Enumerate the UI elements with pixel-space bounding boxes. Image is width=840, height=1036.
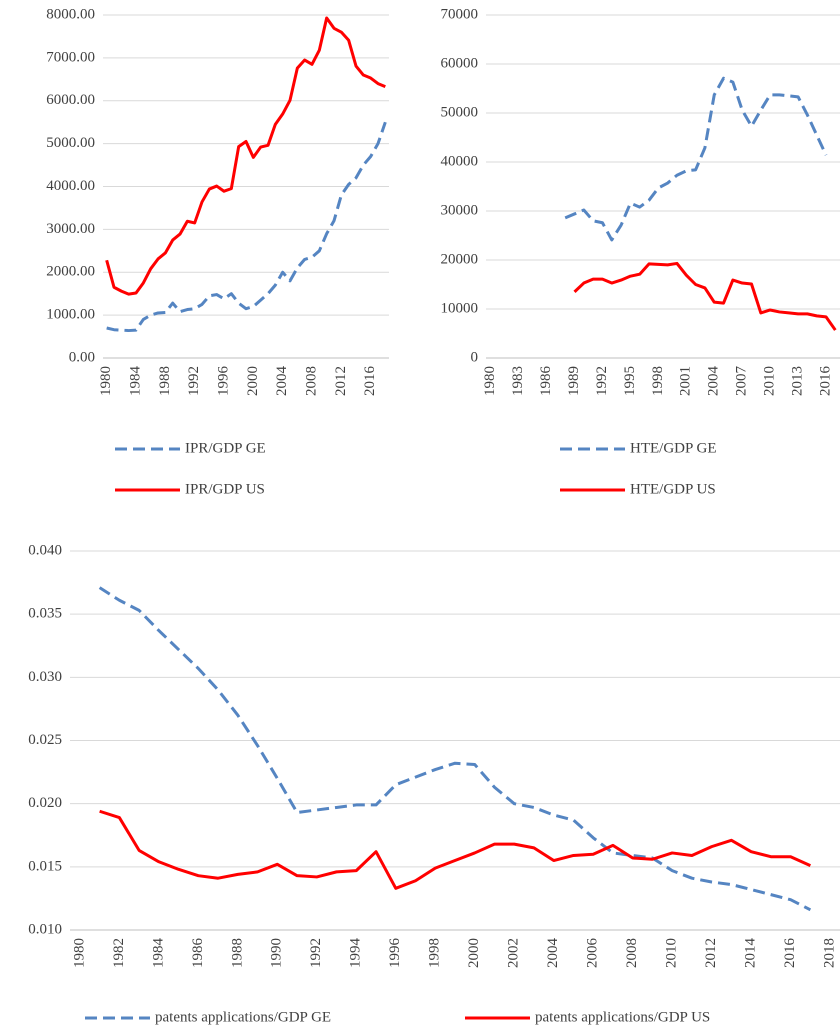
series-line [98,586,812,912]
x-tick-label: 2008 [624,938,640,968]
y-tick-label: 10000 [441,300,479,316]
y-tick-label: 0.040 [28,542,62,558]
x-tick-label: 2013 [790,366,806,396]
x-tick-label: 1989 [566,366,582,396]
legend-label: HTE/GDP US [630,481,716,497]
x-tick-label: 1990 [269,938,285,968]
y-tick-label: 4000.00 [46,178,95,194]
y-tick-label: 50000 [441,104,479,120]
x-tick-label: 2002 [506,938,522,968]
x-tick-label: 1984 [127,366,143,397]
y-tick-label: 70000 [441,6,479,22]
x-tick-label: 2000 [466,938,482,968]
x-tick-label: 1980 [98,366,114,396]
x-tick-label: 2007 [734,366,750,397]
x-tick-label: 2016 [782,938,798,969]
series-line [564,76,828,242]
series-line [573,261,837,331]
x-tick-label: 2010 [664,938,680,968]
legend-label: HTE/GDP GE [630,440,717,456]
y-tick-label: 0.035 [28,606,62,622]
x-tick-label: 1992 [308,938,324,968]
legend-label: IPR/GDP GE [185,440,266,456]
y-tick-label: 0.00 [69,349,95,365]
y-tick-label: 0.025 [28,732,62,748]
y-tick-label: 40000 [441,153,479,169]
x-tick-label: 1998 [427,938,443,968]
x-tick-label: 1986 [538,366,554,397]
series-line [105,16,386,296]
y-tick-label: 2000.00 [46,264,95,280]
x-tick-label: 1992 [186,366,202,396]
x-tick-label: 2004 [706,366,722,397]
x-tick-label: 1986 [190,938,206,969]
x-tick-label: 2004 [274,366,290,397]
x-tick-label: 2012 [333,366,349,396]
legend-label: patents applications/GDP US [535,1009,710,1025]
x-tick-label: 1980 [482,366,498,396]
y-tick-label: 0.030 [28,669,62,685]
y-tick-label: 0 [471,349,479,365]
x-tick-label: 2014 [743,938,759,969]
x-tick-label: 2001 [678,366,694,396]
x-tick-label: 2000 [245,366,261,396]
x-tick-label: 1992 [594,366,610,396]
y-tick-label: 5000.00 [46,135,95,151]
y-tick-label: 3000.00 [46,221,95,237]
x-tick-label: 2010 [762,366,778,396]
y-tick-label: 30000 [441,202,479,218]
x-tick-label: 1995 [622,366,638,396]
x-tick-label: 1998 [650,366,666,396]
x-tick-label: 2006 [585,938,601,969]
y-tick-label: 1000.00 [46,307,95,323]
x-tick-label: 2012 [703,938,719,968]
x-tick-label: 1984 [150,938,166,969]
legend-label: patents applications/GDP GE [155,1009,331,1025]
y-tick-label: 6000.00 [46,92,95,108]
y-tick-label: 60000 [441,55,479,71]
y-tick-label: 0.015 [28,858,62,874]
x-tick-label: 1996 [215,366,231,397]
series-line [106,121,387,333]
x-tick-label: 1982 [111,938,127,968]
x-tick-label: 1983 [510,366,526,396]
x-tick-label: 1980 [71,938,87,968]
x-tick-label: 1988 [229,938,245,968]
x-tick-label: 2004 [545,938,561,969]
series-line [99,809,811,890]
y-tick-label: 0.010 [28,921,62,937]
y-tick-label: 20000 [441,251,479,267]
x-tick-label: 2018 [822,938,838,968]
x-tick-label: 2016 [817,366,833,397]
x-tick-label: 2016 [362,366,378,397]
legend-label: IPR/GDP US [185,481,265,497]
x-tick-label: 1988 [157,366,173,396]
y-tick-label: 8000.00 [46,6,95,22]
x-tick-label: 1996 [387,938,403,969]
y-tick-label: 0.020 [28,795,62,811]
x-tick-label: 1994 [348,938,364,969]
y-tick-label: 7000.00 [46,49,95,65]
x-tick-label: 2008 [303,366,319,396]
